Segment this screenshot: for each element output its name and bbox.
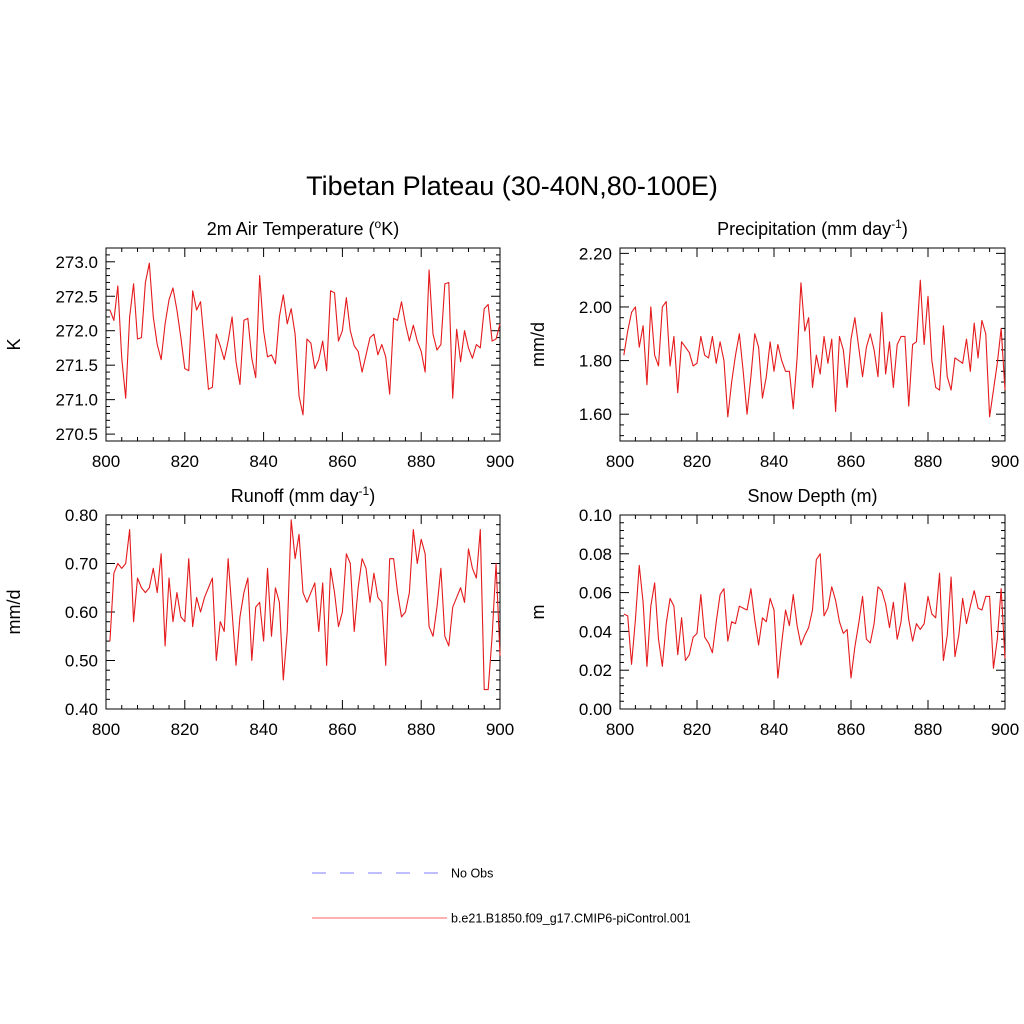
- snow-depth-ytick-label: 0.02: [579, 661, 612, 680]
- snow-depth-ytick-label: 0.08: [579, 545, 612, 564]
- runoff-panel: 800 820 840 860 880 900 0.40 0.50 0.60 0.70 0.80 mm…: [4, 484, 514, 739]
- snow-depth-panel: 800 820 840 860 880 900 0.00 0.02 0.04 0.06 0.08 0.…: [528, 486, 1019, 739]
- runoff-ytick-label: 0.80: [65, 506, 98, 525]
- precipitation-title: Precipitation (mm day-1): [717, 217, 908, 239]
- air-temperature-xtick-label: 860: [328, 452, 356, 471]
- snow-depth-series-line: [623, 553, 1006, 679]
- precipitation-xtick-label: 840: [760, 452, 788, 471]
- runoff-title: Runoff (mm day-1): [231, 484, 375, 506]
- air-temperature-ytick-label: 271.5: [55, 356, 98, 375]
- snow-depth-title: Snow Depth (m): [747, 486, 877, 506]
- runoff-frame: [105, 514, 501, 710]
- figure-title: Tibetan Plateau (30-40N,80-100E): [306, 171, 718, 201]
- snow-depth-ytick-label: 0.04: [579, 622, 612, 641]
- air-temperature-xtick-label: 900: [486, 452, 514, 471]
- runoff-ytick-label: 0.60: [65, 603, 98, 622]
- air-temperature-xtick-label: 880: [407, 452, 435, 471]
- snow-depth-xtick-label: 800: [606, 720, 634, 739]
- air-temperature-ytick-label: 272.5: [55, 287, 98, 306]
- air-temperature-xtick-label: 800: [92, 452, 120, 471]
- precipitation-ytick-label: 2.00: [579, 298, 612, 317]
- panels-container: 800 820 840 860 880 900 270.5 271.0 271.5 272.0 27…: [4, 217, 1019, 739]
- runoff-series-line: [109, 519, 501, 691]
- snow-depth-ytick-label: 0.06: [579, 584, 612, 603]
- snow-depth-xtick-label: 860: [837, 720, 865, 739]
- precipitation-xtick-label: 860: [837, 452, 865, 471]
- air-temperature-ytick-label: 273.0: [55, 253, 98, 272]
- precipitation-ylabel: mm/d: [528, 322, 548, 367]
- runoff-xtick-label: 860: [328, 720, 356, 739]
- snow-depth-xtick-label: 900: [991, 720, 1019, 739]
- air-temperature-ytick-label: 272.0: [55, 322, 98, 341]
- snow-depth-ylabel: m: [528, 605, 548, 620]
- runoff-ytick-label: 0.50: [65, 652, 98, 671]
- air-temperature-ytick-label: 271.0: [55, 391, 98, 410]
- precipitation-ytick-label: 2.20: [579, 244, 612, 263]
- precipitation-panel: 800 820 840 860 880 900 1.60 1.80 2.00 2.20 mm/d Pr…: [528, 217, 1019, 471]
- snow-depth-xtick-label: 840: [760, 720, 788, 739]
- snow-depth-xtick-label: 880: [914, 720, 942, 739]
- legend-picontrol-label: b.e21.B1850.f09_g17.CMIP6-piControl.001: [451, 912, 691, 926]
- runoff-xtick-label: 820: [171, 720, 199, 739]
- air-temperature-series-line: [109, 262, 501, 416]
- precipitation-series-line: [623, 279, 1006, 418]
- precipitation-xtick-label: 800: [606, 452, 634, 471]
- air-temperature-xtick-label: 840: [249, 452, 277, 471]
- legend: No Obs b.e21.B1850.f09_g17.CMIP6-piContr…: [312, 867, 691, 926]
- snow-depth-frame: [619, 514, 1006, 710]
- air-temperature-ylabel: K: [4, 338, 24, 350]
- legend-no-obs-label: No Obs: [451, 867, 493, 881]
- precipitation-xtick-label: 900: [991, 452, 1019, 471]
- snow-depth-xtick-label: 820: [683, 720, 711, 739]
- runoff-xtick-label: 800: [92, 720, 120, 739]
- precipitation-xtick-label: 880: [914, 452, 942, 471]
- precipitation-ytick-label: 1.80: [579, 352, 612, 371]
- runoff-xtick-label: 900: [486, 720, 514, 739]
- runoff-ytick-label: 0.40: [65, 700, 98, 719]
- snow-depth-ytick-label: 0.10: [579, 506, 612, 525]
- precipitation-ytick-label: 1.60: [579, 405, 612, 424]
- runoff-ylabel: mm/d: [4, 590, 24, 635]
- air-temperature-ytick-label: 270.5: [55, 425, 98, 444]
- precipitation-frame: [619, 247, 1006, 442]
- air-temperature-title: 2m Air Temperature (oK): [207, 217, 399, 239]
- runoff-xtick-label: 880: [407, 720, 435, 739]
- runoff-ytick-label: 0.70: [65, 555, 98, 574]
- air-temperature-xtick-label: 820: [171, 452, 199, 471]
- runoff-xtick-label: 840: [249, 720, 277, 739]
- precipitation-xtick-label: 820: [683, 452, 711, 471]
- snow-depth-ytick-label: 0.00: [579, 700, 612, 719]
- air-temperature-panel: 800 820 840 860 880 900 270.5 271.0 271.5 272.0 27…: [4, 217, 514, 471]
